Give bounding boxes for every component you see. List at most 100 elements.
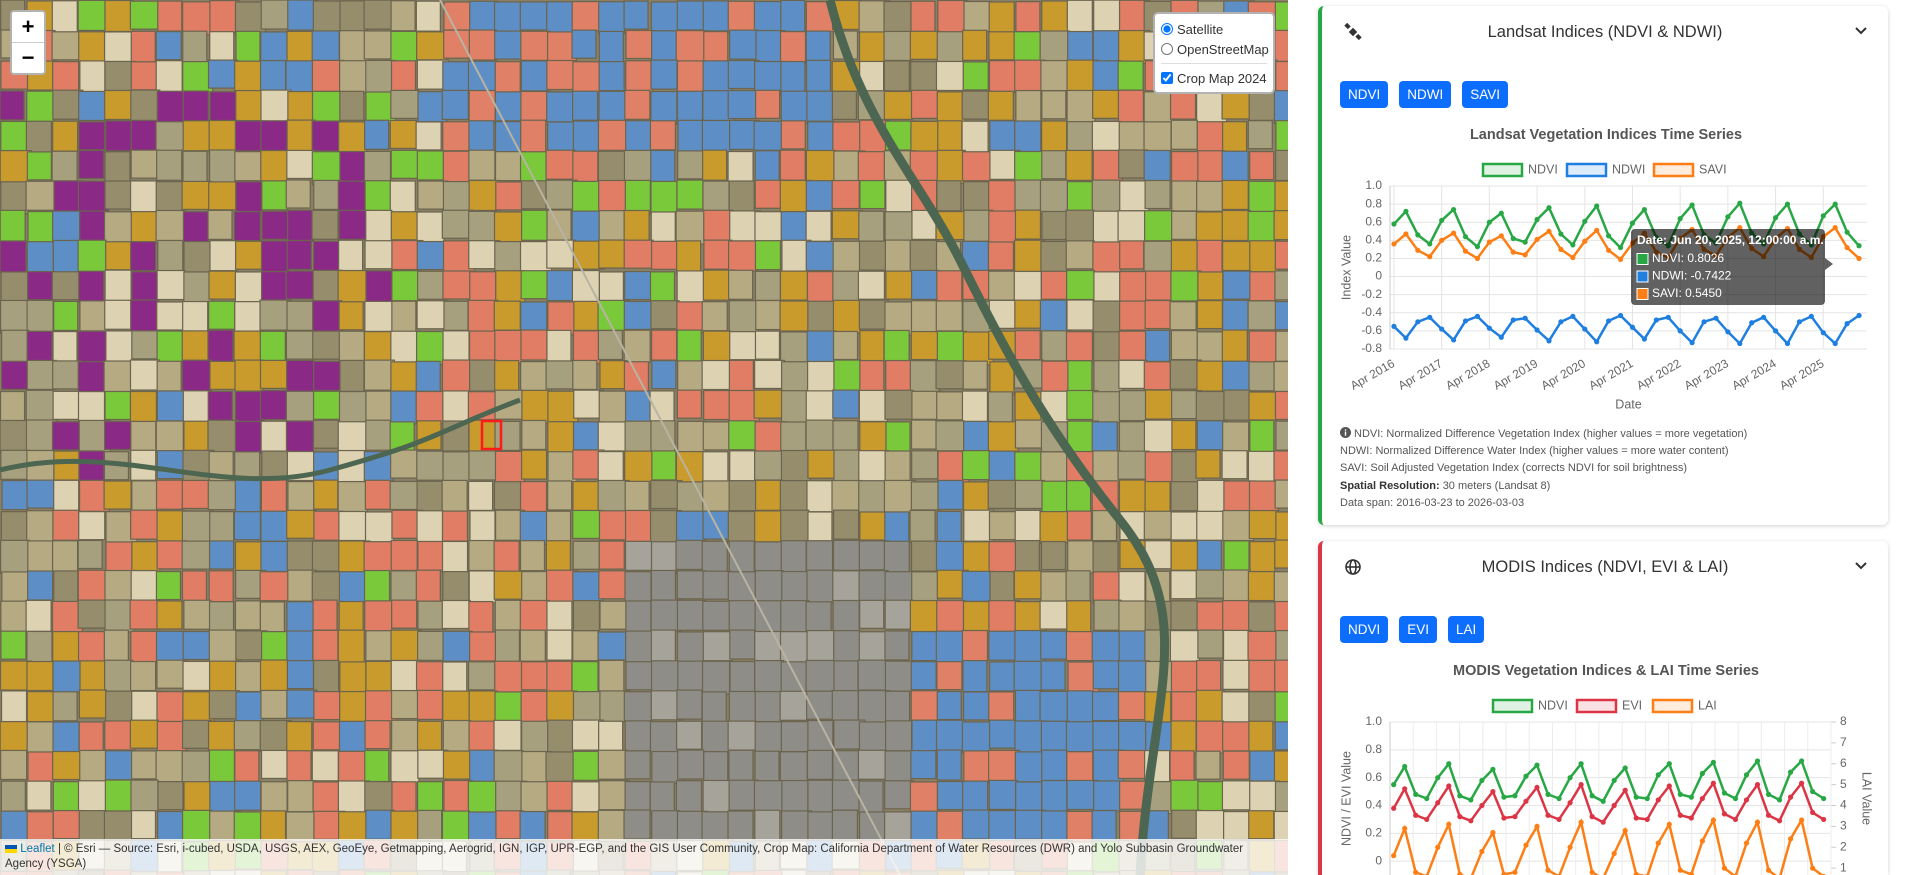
crop-field [209,511,235,543]
layer-option[interactable]: OpenStreetMap [1161,39,1269,59]
crop-field [207,329,234,364]
crop-field [338,510,368,542]
crop-field [961,390,989,425]
crop-field [1,571,31,606]
crop-field [52,89,84,120]
crop-field [442,571,470,604]
crop-field [780,600,810,634]
crop-field [702,180,730,213]
crop-field [1015,781,1043,814]
crop-field [495,181,525,211]
crop-field [1065,331,1094,362]
crop-field [156,90,188,124]
crop-field [650,180,678,215]
crop-field [391,270,420,302]
crop-field [545,540,572,572]
crop-field [1117,60,1144,91]
crop-field [910,749,937,780]
crop-field [1117,660,1151,693]
crop-field [182,300,209,333]
crop-field [103,360,132,394]
crop-field [131,690,162,725]
crop-field [260,89,292,123]
crop-field [702,570,732,600]
layer-option[interactable]: Satellite [1161,19,1267,39]
crop-field [884,571,916,603]
zoom-in-button[interactable]: + [21,14,35,39]
map[interactable]: + − Satellite OpenStreetMap Crop Map 202… [0,0,1288,875]
crop-field [442,61,471,95]
crop-field [468,570,497,604]
toggle-button[interactable]: LAI [1448,616,1485,643]
crop-field [26,630,53,665]
crop-field [156,149,183,181]
radio[interactable] [1161,43,1173,55]
crop-field [780,390,809,425]
radio[interactable] [1161,23,1173,35]
crop-field [1169,629,1201,664]
crop-field [208,749,236,784]
crop-field [105,330,136,365]
crop-field [494,359,520,394]
crop-field [337,239,364,273]
crop-field [1247,210,1275,243]
crop-field [260,120,289,153]
crop-field [1221,329,1248,364]
crop-field [181,570,208,603]
toggle-button[interactable]: EVI [1399,616,1438,643]
crop-field [207,209,233,240]
crop-field [1196,539,1222,573]
toggle-button[interactable]: NDVI [1340,81,1389,108]
crop-field [1222,299,1251,333]
crop-field [988,31,1016,61]
toggle-button[interactable]: SAVI [1462,81,1509,108]
crop-field [26,691,55,723]
zoom-out-button[interactable]: − [12,42,44,73]
crop-field [935,630,964,664]
crop-field [442,270,474,300]
crop-field [598,30,624,66]
crop-field [182,390,210,424]
collapse-chevron[interactable] [1854,26,1868,36]
crop-field [598,271,624,304]
layer-option[interactable]: Crop Map 2024 [1161,68,1267,88]
crop-field [493,300,521,331]
crop-field [961,120,989,154]
crop-field [416,31,448,61]
crop-field [26,241,54,276]
crop-field [259,601,285,633]
crop-field [260,479,287,513]
crop-field [468,29,497,61]
crop-field [494,629,520,664]
crop-field [1170,511,1200,541]
crop-field [442,750,474,780]
crop-field [1274,180,1288,215]
crop-field [494,241,525,273]
crop-field [831,90,858,120]
crop-field [1221,240,1252,272]
crop-field [0,720,31,754]
crop-field [27,751,55,783]
crop-field [988,541,1017,576]
toggle-button[interactable]: NDWI [1399,81,1452,108]
crop-field [494,691,524,722]
toggle-button[interactable]: NDVI [1340,616,1389,643]
crop-field [0,181,30,215]
crop-field [442,661,468,694]
crop-field [597,809,629,842]
collapse-chevron[interactable] [1854,561,1868,571]
crop-field [365,270,396,305]
crop-field [442,150,470,183]
crop-field [624,571,652,605]
leaflet-link[interactable]: Leaflet [20,843,55,855]
crop-field [1066,299,1095,331]
crop-field [754,721,786,753]
crop-field [1065,721,1096,753]
checkbox[interactable] [1161,72,1173,84]
crop-field [884,750,912,782]
crop-field [546,780,574,811]
crop-field [364,720,391,750]
crop-field [1066,0,1093,34]
crop-field [546,1,574,35]
crop-field [338,600,364,634]
